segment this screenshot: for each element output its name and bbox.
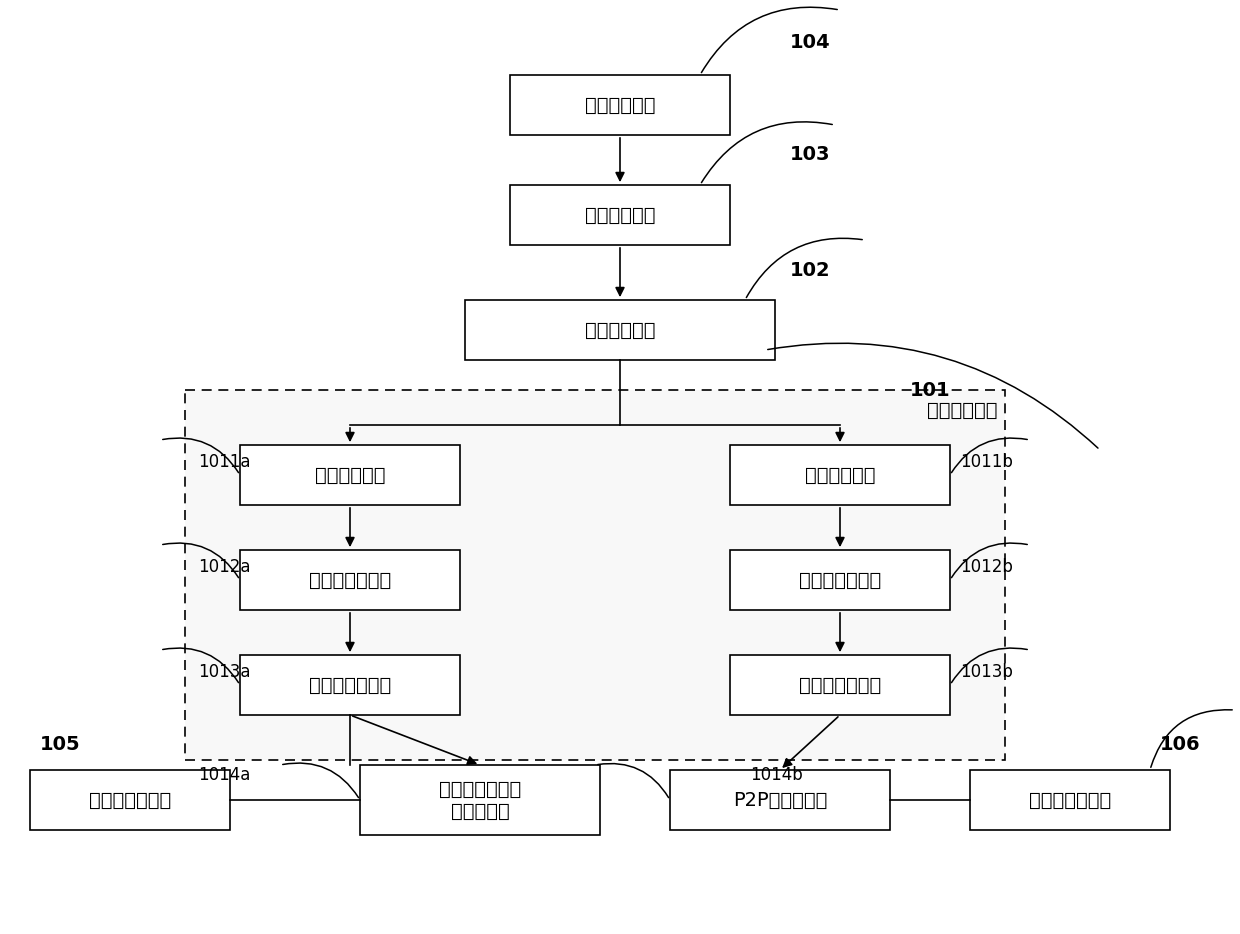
Bar <box>465 300 775 360</box>
Text: 103: 103 <box>790 146 831 164</box>
Bar <box>30 770 229 830</box>
Text: 104: 104 <box>790 33 831 51</box>
Text: 105: 105 <box>40 735 81 755</box>
Text: 1013a: 1013a <box>198 663 250 681</box>
Text: 1013b: 1013b <box>960 663 1013 681</box>
Text: 101: 101 <box>910 380 951 400</box>
Text: 输出缓存模块: 输出缓存模块 <box>585 95 655 115</box>
Bar <box>730 445 950 505</box>
Text: 第二移位寄存器: 第二移位寄存器 <box>799 571 882 589</box>
Text: 102: 102 <box>790 261 831 279</box>
Text: 第二时序控制器: 第二时序控制器 <box>1029 790 1111 810</box>
Text: 1012a: 1012a <box>198 558 250 576</box>
Text: 1014a: 1014a <box>198 766 250 784</box>
Bar <box>241 445 460 505</box>
Text: 微型低电压差动
讯号接收器: 微型低电压差动 讯号接收器 <box>439 780 521 820</box>
Bar <box>670 770 890 830</box>
Bar <box>360 765 600 835</box>
Text: 1014b: 1014b <box>750 766 802 784</box>
Text: 第一移位寄存器: 第一移位寄存器 <box>309 571 391 589</box>
Bar <box>241 655 460 715</box>
Bar <box>730 655 950 715</box>
Text: 1012b: 1012b <box>960 558 1013 576</box>
Bar <box>510 75 730 135</box>
Bar <box>241 550 460 610</box>
Text: 数模转换模块: 数模转换模块 <box>585 205 655 224</box>
Text: 1011a: 1011a <box>198 453 250 471</box>
Text: 数据接收模块: 数据接收模块 <box>926 401 997 419</box>
Text: 1011b: 1011b <box>960 453 1013 471</box>
Text: 第二线锁存器: 第二线锁存器 <box>805 465 875 485</box>
Text: 106: 106 <box>1159 735 1200 755</box>
Text: 第一数据存储器: 第一数据存储器 <box>309 675 391 695</box>
Bar <box>185 390 1004 760</box>
Bar <box>970 770 1171 830</box>
Text: 第一线锁存器: 第一线锁存器 <box>315 465 386 485</box>
Text: 第二数据存储器: 第二数据存储器 <box>799 675 882 695</box>
Text: 第一时序控制器: 第一时序控制器 <box>89 790 171 810</box>
Text: P2P信号接收器: P2P信号接收器 <box>733 790 827 810</box>
Bar <box>730 550 950 610</box>
Text: 电位移转模块: 电位移转模块 <box>585 320 655 339</box>
Bar <box>510 185 730 245</box>
